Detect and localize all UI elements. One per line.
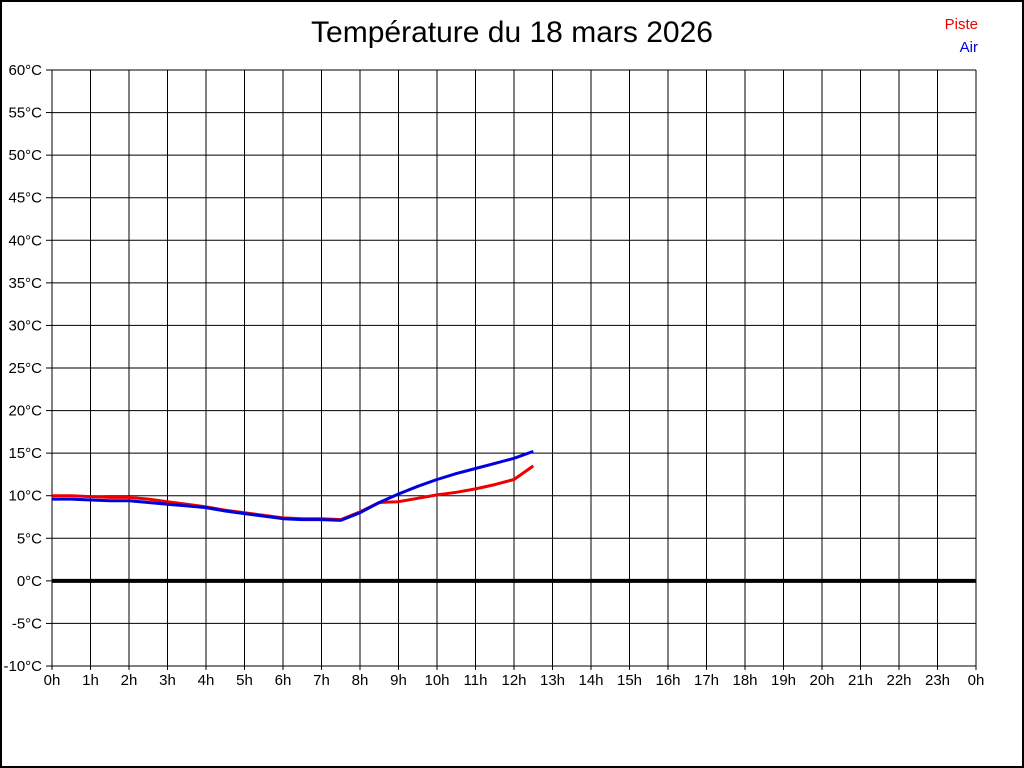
series-line-piste bbox=[52, 464, 535, 522]
x-axis-label: 19h bbox=[771, 672, 796, 689]
y-axis-label: 40°C bbox=[8, 232, 42, 249]
y-axis-label: 35°C bbox=[8, 275, 42, 292]
x-axis-label: 4h bbox=[198, 672, 215, 689]
x-axis-label: 16h bbox=[655, 672, 680, 689]
x-axis-label: 0h bbox=[44, 672, 61, 689]
y-axis-label: 10°C bbox=[8, 488, 42, 505]
x-axis-label: 23h bbox=[925, 672, 950, 689]
y-axis-label: 30°C bbox=[8, 317, 42, 334]
y-axis-label: 5°C bbox=[17, 530, 42, 547]
x-axis-label: 9h bbox=[390, 672, 407, 689]
x-axis-label: 11h bbox=[464, 672, 488, 689]
y-axis-label: -5°C bbox=[12, 615, 42, 632]
chart-title: Température du 18 mars 2026 bbox=[311, 16, 713, 49]
legend-label-piste: Piste bbox=[944, 16, 978, 33]
x-axis-label: 10h bbox=[424, 672, 449, 689]
x-axis-label: 18h bbox=[732, 672, 757, 689]
x-axis-label: 15h bbox=[617, 672, 642, 689]
y-axis-label: 20°C bbox=[8, 403, 42, 420]
y-axis-label: 50°C bbox=[8, 147, 42, 164]
x-axis-label: 3h bbox=[159, 672, 176, 689]
x-axis-label: 8h bbox=[352, 672, 369, 689]
y-axis-label: 0°C bbox=[17, 573, 42, 590]
x-axis-label: 6h bbox=[275, 672, 292, 689]
y-axis-label: 55°C bbox=[8, 105, 42, 122]
chart-legend: Piste Air bbox=[945, 13, 978, 59]
x-axis-label: 5h bbox=[236, 672, 253, 689]
x-axis-label: 0h bbox=[968, 672, 985, 689]
y-axis-label: 60°C bbox=[8, 62, 42, 79]
x-axis-label: 21h bbox=[848, 672, 873, 689]
x-axis-label: 1h bbox=[82, 672, 99, 689]
x-axis-label: 2h bbox=[121, 672, 138, 689]
x-axis-label: 12h bbox=[501, 672, 526, 689]
x-axis-label: 7h bbox=[313, 672, 330, 689]
x-axis-label: 22h bbox=[886, 672, 911, 689]
y-axis-label: 45°C bbox=[8, 190, 42, 207]
y-axis-label: 25°C bbox=[8, 360, 42, 377]
x-axis-label: 17h bbox=[694, 672, 719, 689]
y-axis-label: -10°C bbox=[3, 658, 42, 675]
legend-label-air: Air bbox=[959, 39, 978, 56]
x-axis-label: 14h bbox=[578, 672, 603, 689]
x-axis-label: 20h bbox=[809, 672, 834, 689]
series-line-air bbox=[52, 449, 534, 522]
y-axis-label: 15°C bbox=[8, 445, 42, 462]
x-axis-label: 13h bbox=[540, 672, 565, 689]
